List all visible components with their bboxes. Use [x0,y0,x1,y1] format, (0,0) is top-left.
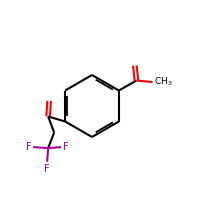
Text: F: F [26,142,32,152]
Text: F: F [63,142,68,152]
Text: F: F [44,164,50,174]
Text: CH$_3$: CH$_3$ [154,76,173,88]
